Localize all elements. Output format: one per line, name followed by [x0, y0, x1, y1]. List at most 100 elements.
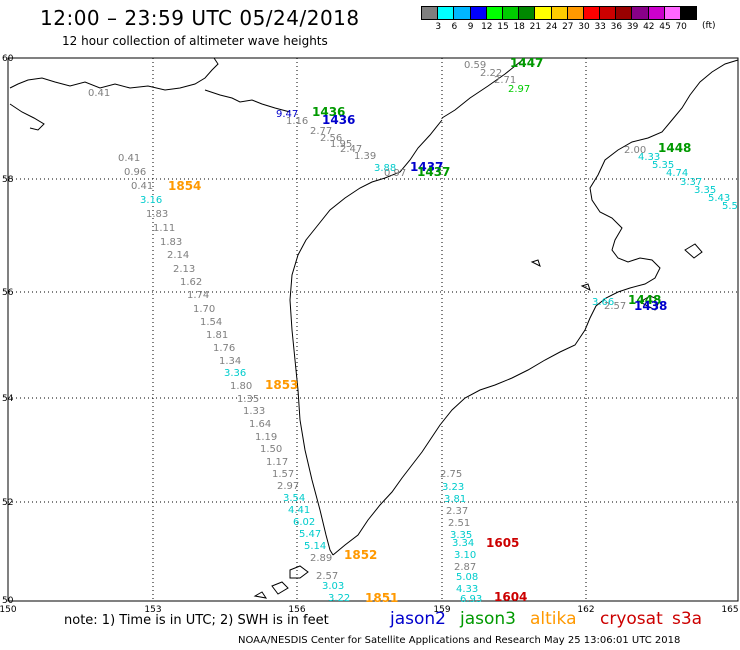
wave-height-value: 2.22: [480, 68, 502, 79]
wave-height-value: 5.08: [456, 572, 478, 583]
track-label: 1605: [486, 536, 519, 550]
wave-height-value: 1.39: [354, 151, 376, 162]
legend-jason3: jason3: [460, 609, 516, 629]
wave-height-value: 2.87: [454, 562, 476, 573]
wave-height-value: 3.36: [224, 368, 246, 379]
wave-height-value: 1.19: [255, 432, 277, 443]
track-label: 1436: [312, 105, 345, 119]
wave-height-value: 3.54: [283, 493, 305, 504]
map-frame: [7, 57, 739, 602]
wave-height-value: 5.5: [722, 201, 738, 212]
wave-height-value: 2.37: [446, 506, 468, 517]
wave-height-value: 2.75: [440, 469, 462, 480]
legend-cryosat: cryosat: [600, 609, 663, 629]
wave-height-labels: 0.41 0.96 0.41 3.16 1.83 1.11 1.83 2.14 2.13 1.62…: [88, 60, 738, 605]
graticule: [8, 58, 738, 601]
track-label: 1447: [510, 56, 543, 70]
lon-tick: 162: [577, 605, 594, 615]
wave-height-value: 2.51: [448, 518, 470, 529]
wave-height-value: 2.97: [277, 481, 299, 492]
chart-subtitle: 12 hour collection of altimeter wave hei…: [62, 34, 328, 48]
lat-tick: 50: [2, 596, 14, 606]
scale-unit: (ft): [702, 21, 716, 31]
color-scale-label: 30: [578, 22, 590, 32]
track-labels: 1854 1853 1852 1851 1605 1604 1436 1436 …: [168, 56, 691, 605]
track-label: 1437: [410, 160, 443, 174]
wave-height-value: 1.95: [330, 139, 352, 150]
wave-height-value: 5.43: [708, 193, 730, 204]
legend-jason2: jason2: [390, 609, 446, 629]
wave-height-value: 3.81: [444, 494, 466, 505]
lon-tick: 156: [288, 605, 305, 615]
wave-height-value: 3.66: [592, 297, 614, 308]
color-scale-label: 70: [675, 22, 687, 32]
wave-height-value: 2.14: [167, 250, 189, 261]
wave-height-value: 1.76: [213, 343, 235, 354]
color-scale-label: 3: [435, 22, 442, 32]
lat-tick: 54: [2, 394, 14, 404]
track-label: 1851: [365, 591, 398, 605]
wave-height-value: 9.47: [276, 109, 298, 120]
wave-height-value: 1.83: [146, 209, 168, 220]
track-label: 1437: [417, 165, 450, 179]
wave-height-value: 0.59: [464, 60, 486, 71]
coastline: [9, 57, 739, 599]
track-label: 1438: [634, 299, 667, 313]
wave-height-value: 2.47: [340, 144, 362, 155]
lat-tick: 60: [2, 54, 14, 64]
wave-height-value: 6.02: [293, 517, 315, 528]
wave-height-value: 1.70: [193, 304, 215, 315]
wave-height-value: 1.57: [272, 469, 294, 480]
color-scale-label: 33: [594, 22, 606, 32]
color-scale-label: 36: [610, 22, 623, 32]
color-scale-label: 21: [529, 22, 542, 32]
credit-line: NOAA/NESDIS Center for Satellite Applica…: [238, 635, 681, 646]
wave-height-value: 6.93: [460, 594, 482, 605]
track-label: 1854: [168, 179, 201, 193]
note-text: note: 1) Time is in UTC; 2) SWH is in fe…: [64, 613, 329, 628]
wave-height-value: 3.10: [454, 550, 476, 561]
wave-height-value: 1.54: [200, 317, 222, 328]
color-scale: 3 6 9 12 15 18 21 24 27 30 33 36 39 42 45 70: [421, 6, 698, 34]
track-label: 1604: [494, 590, 527, 604]
wave-height-value: 2.56: [320, 133, 342, 144]
lon-tick: 150: [0, 605, 17, 615]
color-scale-label: 24: [545, 22, 558, 32]
wave-height-value: 3.23: [442, 482, 464, 493]
color-scale-label: 39: [626, 22, 639, 32]
wave-height-value: 3.37: [680, 177, 702, 188]
wave-height-value: 4.74: [666, 168, 688, 179]
wave-height-value: 2.89: [310, 553, 332, 564]
wave-height-value: 1.80: [230, 381, 252, 392]
wave-height-value: 1.50: [260, 444, 282, 455]
wave-height-value: 3.03: [322, 581, 344, 592]
wave-height-value: 2.00: [624, 145, 646, 156]
lon-tick: 159: [433, 605, 450, 615]
wave-height-value: 1.81: [206, 330, 228, 341]
wave-height-value: 1.83: [160, 237, 182, 248]
wave-height-value: 0.41: [88, 88, 110, 99]
wave-height-value: 3.35: [694, 185, 716, 196]
wave-height-value: 1.64: [249, 419, 271, 430]
axis-labels: 150 153 156 159 162 165 50 52 54 56 58 6…: [0, 54, 739, 615]
wave-height-value: 2.57: [316, 571, 338, 582]
legend-s3a: s3a: [672, 609, 703, 629]
color-scale-labels: 3 6 9 12 15 18 21 24 27 30 33 36 39 42 45 70: [422, 20, 697, 34]
wave-height-value: 0.97: [384, 168, 406, 179]
wave-height-value: 1.74: [187, 290, 209, 301]
wave-height-value: 3.88: [374, 163, 396, 174]
wave-height-value: 5.35: [652, 160, 674, 171]
track-label: 1853: [265, 378, 298, 392]
wave-height-value: 2.71: [494, 75, 516, 86]
lat-tick: 58: [2, 175, 14, 185]
lon-tick: 165: [721, 605, 738, 615]
lat-tick: 56: [2, 288, 14, 298]
lat-tick: 52: [2, 498, 13, 508]
wave-height-value: 5.14: [304, 541, 326, 552]
color-scale-label: 18: [513, 22, 525, 32]
legend-altika: altika: [530, 609, 577, 629]
wave-height-value: 1.34: [219, 356, 241, 367]
wave-height-value: 0.41: [131, 181, 153, 192]
color-scale-bar: [421, 6, 698, 20]
wave-height-value: 1.35: [237, 394, 259, 405]
